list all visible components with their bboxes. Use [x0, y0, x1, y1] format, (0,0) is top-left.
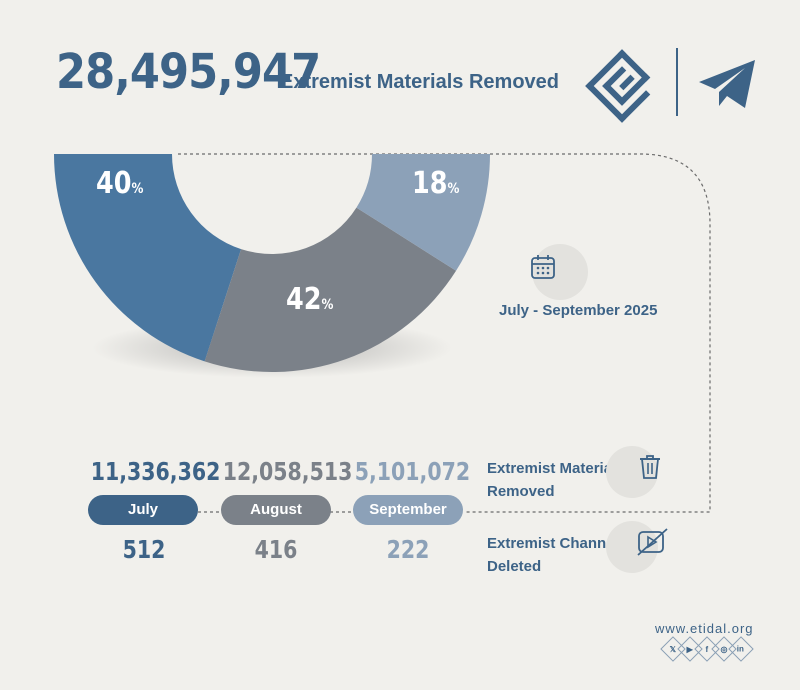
- pct-label-august: 42%: [286, 282, 334, 317]
- august-materials: 12,058,513: [222, 457, 353, 486]
- september-channels: 222: [386, 535, 430, 564]
- july-materials: 11,336,362: [90, 457, 221, 486]
- materials-stat-label: Extremist Materials Removed: [487, 460, 625, 500]
- august-channels: 416: [254, 535, 298, 564]
- calendar-icon: [531, 255, 555, 279]
- telegram-icon[interactable]: [697, 58, 757, 110]
- website-link[interactable]: www.etidal.org: [655, 621, 754, 636]
- july-pill: July: [88, 495, 198, 525]
- channels-stat-label: Extremist Channels Deleted: [487, 535, 628, 575]
- logo-divider: [676, 48, 678, 116]
- total-removed-label: Extremist Materials Removed: [280, 71, 560, 93]
- pct-label-july: 40%: [96, 166, 144, 201]
- september-materials: 5,101,072: [354, 457, 471, 486]
- headline: 28,495,947 Extremist Materials Removed: [56, 48, 559, 96]
- etidal-logo-icon: [585, 49, 651, 123]
- donut-slice-september: [356, 154, 490, 271]
- calendar-bg: [532, 244, 588, 300]
- pct-label-september: 18%: [412, 166, 460, 201]
- trash-bg: [606, 446, 658, 498]
- channel-deleted-icon: [637, 528, 668, 556]
- trash-icon: [640, 455, 660, 479]
- september-pill: September: [353, 495, 463, 525]
- july-channels: 512: [122, 535, 166, 564]
- period-label: July - September 2025: [499, 302, 658, 319]
- august-pill: August: [221, 495, 331, 525]
- donut-slice-august: [204, 207, 457, 372]
- donut-slice-july: [54, 154, 242, 362]
